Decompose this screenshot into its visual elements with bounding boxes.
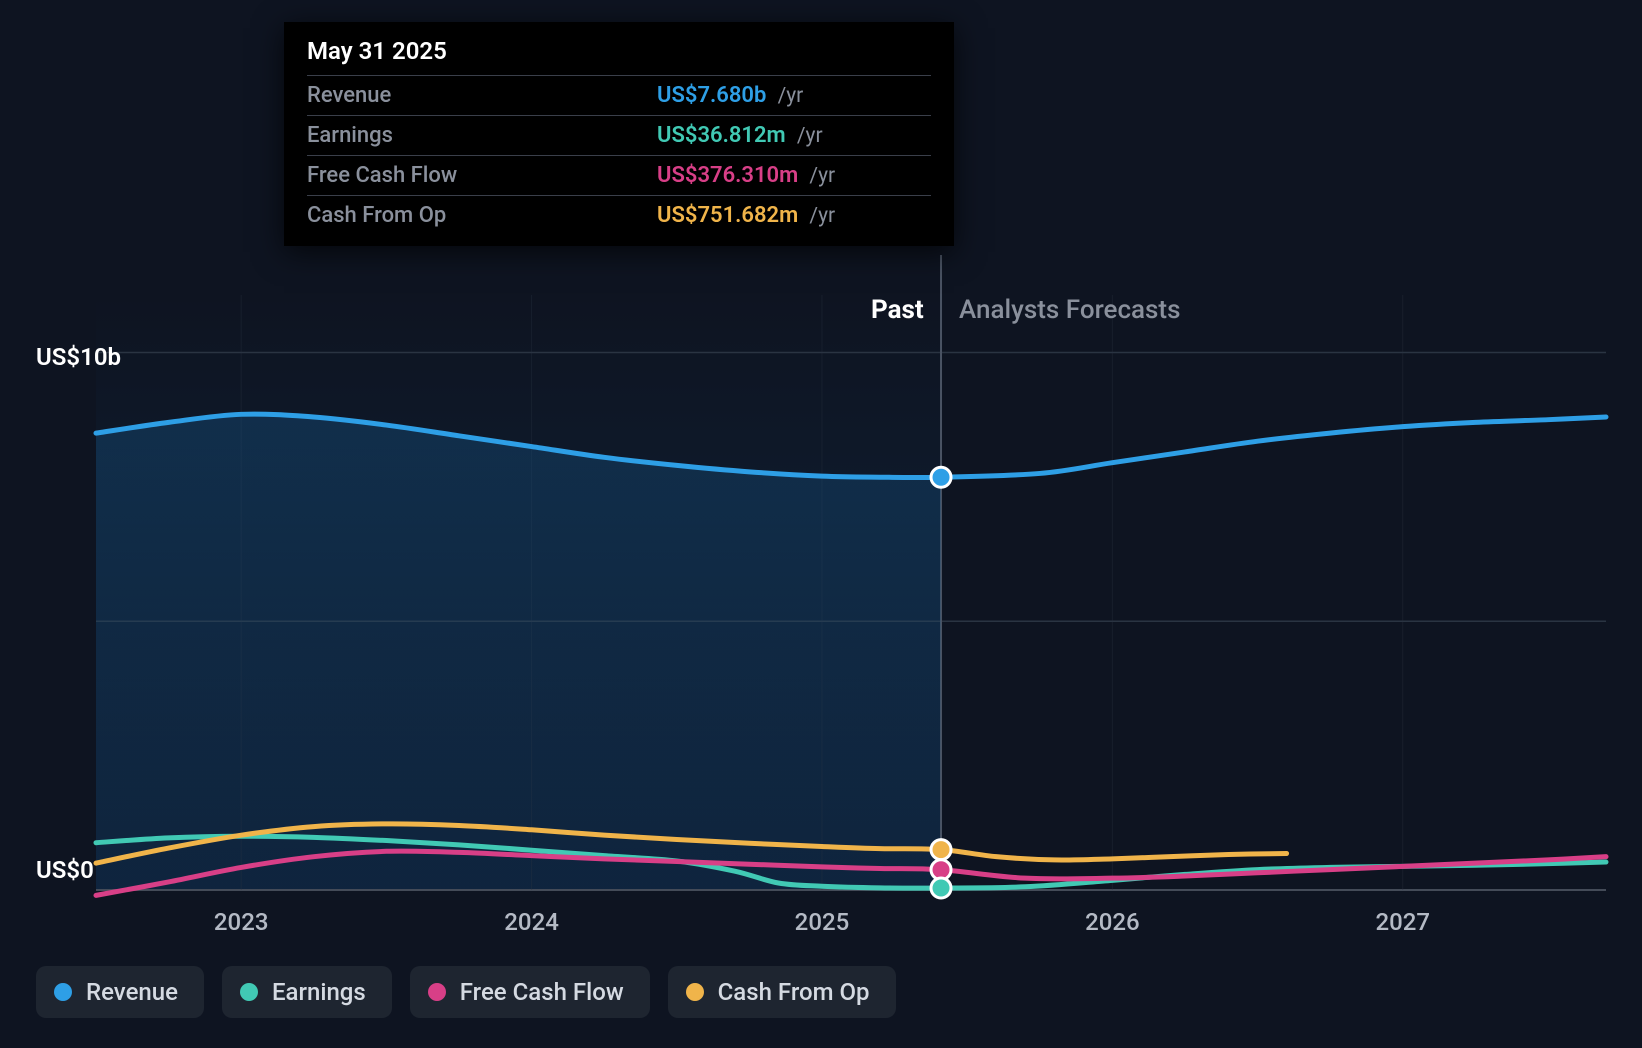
- tooltip-date: May 31 2025: [307, 37, 931, 75]
- x-axis-tick-2023: 2023: [214, 908, 269, 936]
- analysts-forecasts-label: Analysts Forecasts: [959, 295, 1180, 325]
- x-axis-tick-2024: 2024: [504, 908, 559, 936]
- tooltip-row: Free Cash FlowUS$376.310m /yr: [307, 156, 931, 196]
- tooltip-row-label: Revenue: [307, 76, 657, 116]
- financials-chart: US$10b US$0 2023 2024 2025 2026 2027 Past An…: [0, 0, 1642, 1048]
- legend-item-free-cash-flow[interactable]: Free Cash Flow: [410, 966, 650, 1018]
- tooltip-row-label: Cash From Op: [307, 196, 657, 236]
- tooltip-row: EarningsUS$36.812m /yr: [307, 116, 931, 156]
- marker-revenue: [931, 467, 951, 487]
- x-axis-tick-2026: 2026: [1085, 908, 1140, 936]
- tooltip-row-value: US$376.310m /yr: [657, 156, 931, 196]
- legend-item-cash-from-op[interactable]: Cash From Op: [668, 966, 896, 1018]
- legend-dot-icon: [686, 983, 704, 1001]
- x-axis-tick-2027: 2027: [1375, 908, 1430, 936]
- legend-item-earnings[interactable]: Earnings: [222, 966, 392, 1018]
- tooltip-row-value: US$751.682m /yr: [657, 196, 931, 236]
- legend-label: Cash From Op: [718, 978, 870, 1006]
- chart-legend: Revenue Earnings Free Cash Flow Cash From O…: [36, 966, 896, 1018]
- marker-earnings: [931, 878, 951, 898]
- tooltip-table: RevenueUS$7.680b /yrEarningsUS$36.812m /…: [307, 75, 931, 235]
- past-label: Past: [871, 295, 924, 325]
- legend-dot-icon: [54, 983, 72, 1001]
- legend-label: Free Cash Flow: [460, 978, 624, 1006]
- legend-dot-icon: [428, 983, 446, 1001]
- legend-dot-icon: [240, 983, 258, 1001]
- tooltip-row: RevenueUS$7.680b /yr: [307, 76, 931, 116]
- tooltip-row-value: US$7.680b /yr: [657, 76, 931, 116]
- legend-item-revenue[interactable]: Revenue: [36, 966, 204, 1018]
- tooltip-row-value: US$36.812m /yr: [657, 116, 931, 156]
- marker-cash_from_op: [931, 840, 951, 860]
- chart-tooltip: May 31 2025 RevenueUS$7.680b /yrEarnings…: [284, 22, 954, 246]
- legend-label: Revenue: [86, 978, 178, 1006]
- tooltip-row: Cash From OpUS$751.682m /yr: [307, 196, 931, 236]
- tooltip-row-label: Free Cash Flow: [307, 156, 657, 196]
- y-axis-label-zero: US$0: [36, 856, 94, 884]
- tooltip-row-label: Earnings: [307, 116, 657, 156]
- y-axis-label-10b: US$10b: [36, 343, 121, 371]
- legend-label: Earnings: [272, 978, 366, 1006]
- x-axis-tick-2025: 2025: [795, 908, 850, 936]
